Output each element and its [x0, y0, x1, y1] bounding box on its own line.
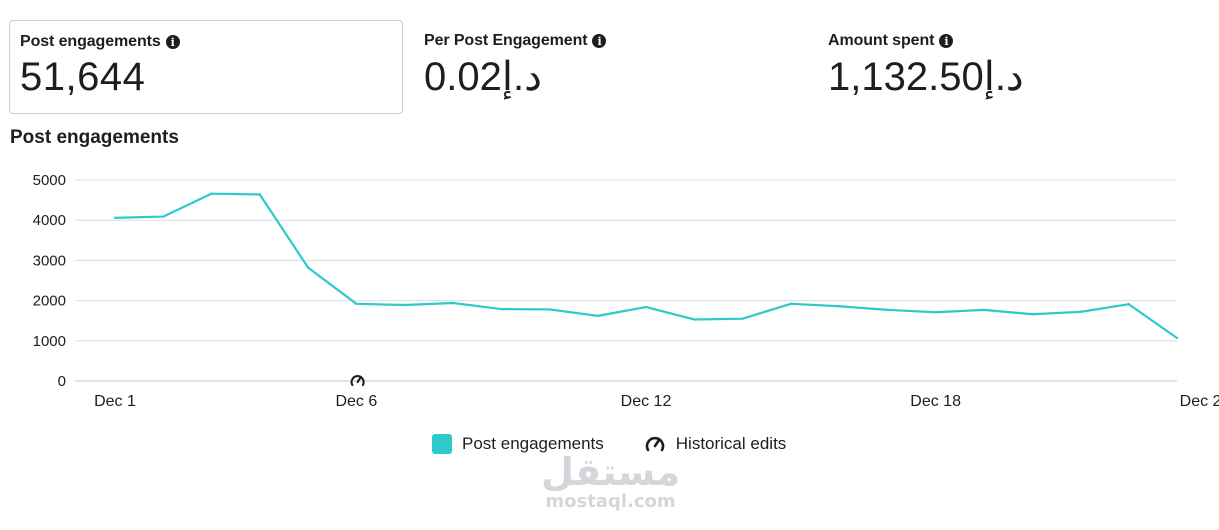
speedometer-needle: [356, 376, 362, 384]
data-point: [499, 307, 503, 311]
info-icon[interactable]: i: [165, 35, 180, 49]
watermark: مستقل mostaql.com: [538, 452, 683, 512]
data-point: [886, 308, 889, 312]
watermark-text: mostaql.com: [545, 491, 676, 512]
metric-card-post-engagements[interactable]: Post engagements i 51,644: [9, 20, 403, 114]
historical-edits-layer: [350, 375, 365, 387]
legend-label: Historical edits: [675, 434, 787, 453]
y-tick-label: 1000: [33, 333, 66, 350]
x-tick-label: Dec 12: [621, 393, 672, 410]
metric-label: Amount spent: [828, 32, 935, 49]
data-point: [693, 318, 696, 321]
metric-value: 0.02د.إ: [424, 55, 542, 99]
data-point: [113, 216, 117, 219]
data-point: [644, 305, 648, 309]
data-point: [210, 192, 213, 195]
metric-label-row: Amount spent i: [828, 32, 1198, 50]
series-line: [114, 192, 1178, 339]
chart-section-title: Post engagements: [10, 127, 179, 148]
historical-edit-marker: [350, 375, 365, 387]
speedometer-icon: [350, 375, 365, 387]
data-point: [1175, 336, 1179, 340]
legend-item-post-engagements[interactable]: Post engagements: [432, 434, 604, 454]
grid-layer: [75, 179, 1177, 382]
legend-swatch: [432, 434, 452, 454]
data-point: [837, 305, 841, 308]
legend-item-historical-edits[interactable]: Historical edits: [644, 434, 787, 454]
data-point: [355, 302, 358, 306]
data-point: [548, 308, 551, 311]
metric-label-row: Per Post Engagement i: [424, 32, 798, 50]
data-point: [306, 266, 310, 269]
metric-label: Per Post Engagement: [424, 32, 588, 49]
data-point: [934, 311, 937, 314]
y-tick-label: 0: [58, 373, 66, 390]
data-point: [1127, 303, 1130, 306]
x-tick-label: Dec 23: [1180, 393, 1219, 410]
series-layer: [113, 192, 1179, 340]
data-point: [1079, 310, 1082, 314]
y-tick-label: 3000: [33, 252, 66, 269]
y-tick-label: 4000: [33, 212, 66, 229]
x-tick-label: Dec 6: [335, 393, 377, 410]
data-point: [789, 302, 793, 306]
data-point: [1030, 313, 1034, 316]
info-icon[interactable]: i: [939, 34, 954, 48]
data-point: [596, 314, 599, 318]
y-tick-label: 2000: [33, 293, 66, 310]
data-point: [982, 308, 986, 312]
metric-label-row: Post engagements i: [20, 33, 392, 51]
x-tick-label: Dec 18: [910, 393, 961, 410]
x-axis-ticks: Dec 1 Dec 6 Dec 12 Dec 18 Dec 23: [94, 393, 1219, 410]
watermark-logo: مستقل: [541, 450, 680, 494]
info-icon[interactable]: i: [592, 34, 607, 48]
speedometer-icon: [645, 436, 665, 452]
y-tick-label: 5000: [33, 172, 66, 189]
x-tick-label: Dec 1: [94, 393, 136, 410]
data-point: [741, 317, 744, 320]
y-axis-ticks: 0 1000 2000 3000 4000 5000: [33, 172, 66, 390]
legend-label: Post engagements: [462, 434, 604, 453]
chart-legend: Post engagements Historical edits: [432, 434, 786, 454]
metric-value: 1,132.50د.إ: [828, 55, 1024, 99]
data-point: [162, 215, 165, 218]
metric-card-per-post-engagement[interactable]: Per Post Engagement i 0.02د.إ: [414, 20, 808, 114]
data-point: [451, 301, 455, 305]
metric-label: Post engagements: [20, 33, 161, 50]
metric-value: 51,644: [20, 55, 146, 99]
data-point: [403, 303, 406, 307]
data-point: [258, 193, 262, 196]
metric-card-amount-spent[interactable]: Amount spent i 1,132.50د.إ: [818, 20, 1208, 114]
